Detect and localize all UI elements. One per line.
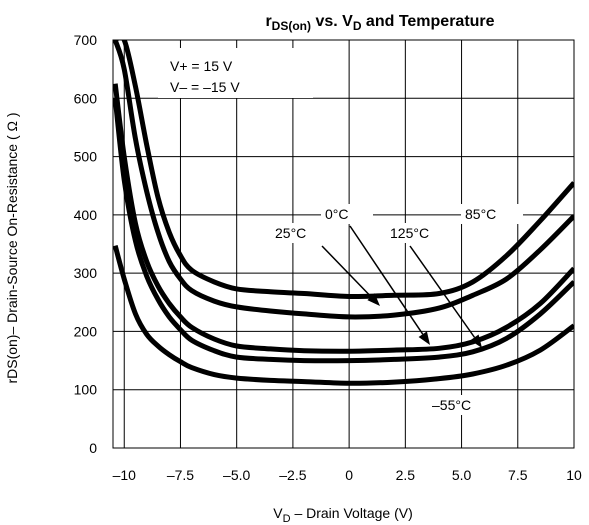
series-line-minus55c	[113, 245, 574, 386]
x-axis-label: VD – Drain Voltage (V)	[273, 505, 412, 525]
arrow-85c	[321, 245, 372, 298]
y-tick-label: 700	[74, 32, 98, 48]
y-tick-label: 100	[74, 382, 98, 398]
arrow-25c	[349, 225, 424, 335]
plot-frame	[112, 39, 575, 449]
chart-title: rDS(on) vs. VD and Temperature	[265, 13, 494, 33]
conditions-box: V+ = 15 V V– = –15 V	[158, 48, 313, 98]
x-tick-label: 5.0	[452, 467, 472, 483]
annotation-0c: 125°C	[390, 225, 429, 241]
annotation-25c: 0°C	[325, 206, 349, 222]
annotation-bg	[271, 223, 323, 243]
x-tick-label: –7.5	[167, 467, 194, 483]
annotation-bg	[321, 204, 373, 224]
condition-vminus: V– = –15 V	[170, 79, 240, 95]
annotation-minus55c: –55°C	[432, 397, 471, 413]
condition-vplus: V+ = 15 V	[170, 58, 233, 74]
annotation-bg	[428, 395, 488, 415]
x-tick-label: –2.5	[279, 467, 306, 483]
x-tick-label: –10	[113, 467, 137, 483]
y-axis-label: rDS(on)– Drain-Source On-Resistance ( Ω …	[4, 112, 20, 383]
annotation-125c: 85°C	[465, 206, 496, 222]
annotation-bg	[386, 223, 426, 243]
annotation-85c: 25°C	[275, 225, 306, 241]
y-tick-label: 300	[74, 265, 98, 281]
series-line-85c	[113, 40, 574, 320]
y-tick-label: 500	[74, 149, 98, 165]
series-line-25c	[113, 83, 574, 354]
arrow-85c-head	[367, 293, 380, 306]
arrow-25c-head	[418, 331, 430, 345]
x-tick-label: 0	[345, 467, 353, 483]
arrow-0c	[409, 245, 476, 338]
annotation-bg	[461, 204, 523, 224]
annotations: 85°C 25°C 0°C 125°C –55°C	[271, 204, 523, 415]
x-tick-label: 2.5	[396, 467, 416, 483]
x-axis-ticks: –10 –7.5 –5.0 –2.5 0 2.5 5.0 7.5 10	[113, 467, 582, 483]
series-line-0c	[113, 98, 574, 364]
x-tick-label: 10	[566, 467, 582, 483]
x-tick-label: –5.0	[223, 467, 250, 483]
series-line-125c	[115, 40, 574, 300]
y-tick-label: 600	[74, 90, 98, 106]
y-tick-label: 200	[74, 323, 98, 339]
y-tick-label: 400	[74, 207, 98, 223]
grid	[113, 39, 575, 449]
y-tick-label: 0	[89, 440, 97, 456]
x-tick-label: 7.5	[508, 467, 528, 483]
series-curves	[113, 40, 574, 386]
arrow-0c-head	[470, 334, 482, 348]
y-axis-ticks: 0 100 200 300 400 500 600 700	[74, 32, 98, 456]
